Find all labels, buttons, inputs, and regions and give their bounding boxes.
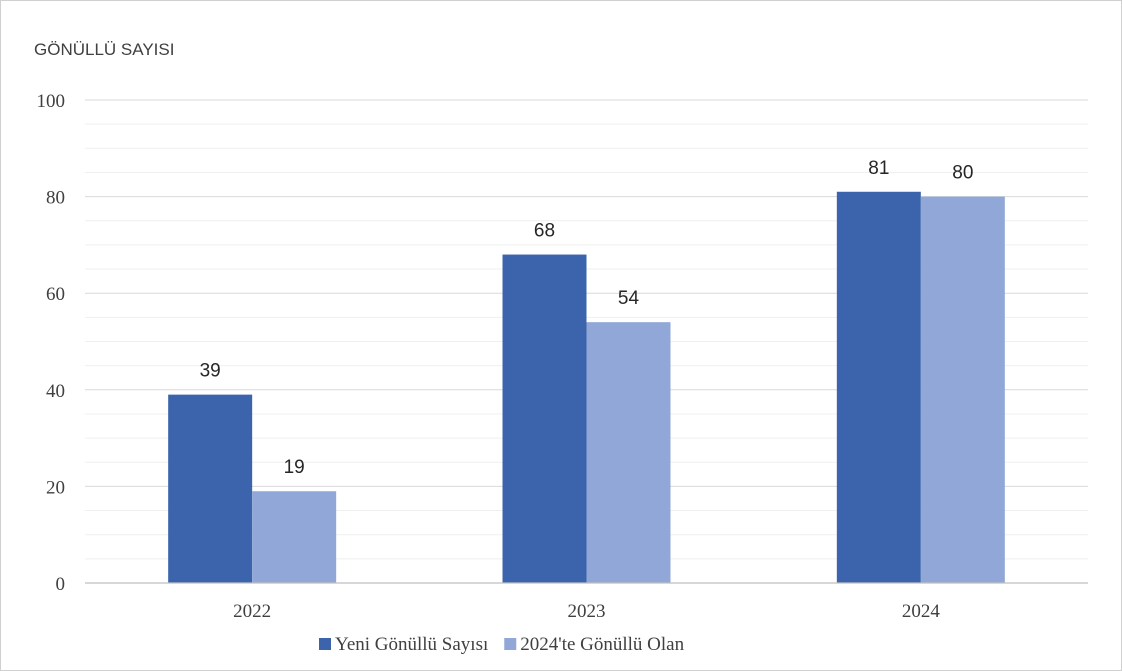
x-tick-label: 2023: [568, 601, 606, 622]
bar: [920, 196, 1005, 583]
labels: 0 20 40 60 80 100 39 19 2022 68 54 2023 81 80 2024: [37, 91, 974, 622]
legend-label: Yeni Gönüllü Sayısı: [335, 634, 488, 655]
data-label: 19: [284, 457, 305, 478]
legend-swatch: [319, 638, 331, 650]
y-tick-label: 40: [46, 381, 65, 402]
bar: [586, 322, 671, 583]
data-label: 68: [534, 221, 555, 242]
y-tick-label: 80: [46, 188, 65, 209]
data-label: 80: [952, 163, 973, 184]
data-label: 39: [200, 361, 221, 382]
y-tick-label: 100: [37, 91, 66, 112]
legend: Yeni Gönüllü Sayısı 2024'te Gönüllü Olan: [319, 634, 685, 655]
bars: [168, 191, 1005, 583]
y-tick-label: 60: [46, 284, 65, 305]
legend-swatch: [504, 638, 517, 650]
data-label: 81: [868, 158, 889, 179]
y-tick-label: 0: [56, 574, 66, 595]
bar: [836, 191, 921, 583]
data-label: 54: [618, 288, 640, 309]
legend-label: 2024'te Gönüllü Olan: [520, 634, 684, 655]
bar: [502, 254, 587, 583]
y-axis-title: GÖNÜLLÜ SAYISI: [34, 40, 174, 59]
y-tick-label: 20: [46, 477, 65, 498]
bar: [168, 394, 253, 583]
x-tick-label: 2024: [902, 601, 941, 622]
x-tick-label: 2022: [233, 601, 271, 622]
bar: [252, 491, 337, 583]
